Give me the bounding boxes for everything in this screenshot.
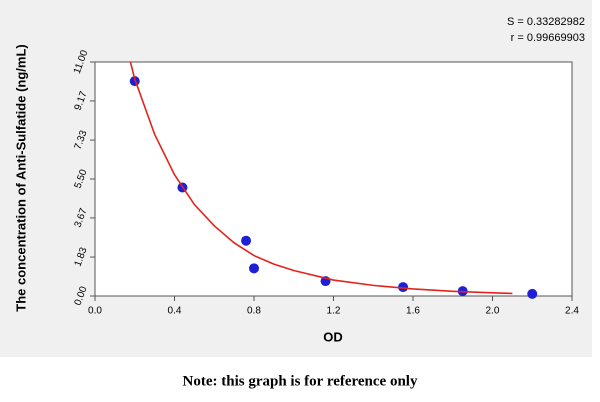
note: Note: this graph is for reference only <box>183 373 418 389</box>
x-tick-label: 0.4 <box>168 306 182 317</box>
data-point <box>249 263 259 274</box>
annotation: S = 0.33282982 <box>507 16 585 28</box>
x-tick-label: 2.0 <box>486 306 500 317</box>
y-axis-label: The concentration of Anti-Sulfatide (ng/… <box>13 44 28 311</box>
fit-curve <box>129 62 513 295</box>
plot-area <box>94 61 573 297</box>
x-tick-label: 0.8 <box>247 306 261 317</box>
x-tick-label: 0.0 <box>88 306 102 317</box>
data-point <box>527 288 538 299</box>
x-axis-label: OD <box>323 329 343 344</box>
data-point <box>241 235 252 246</box>
x-tick-label: 1.2 <box>327 306 341 317</box>
data-point <box>398 282 409 293</box>
x-tick-label: 1.6 <box>406 306 420 317</box>
annotation: r = 0.99669903 <box>511 32 585 44</box>
x-tick-label: 2.4 <box>565 306 579 317</box>
